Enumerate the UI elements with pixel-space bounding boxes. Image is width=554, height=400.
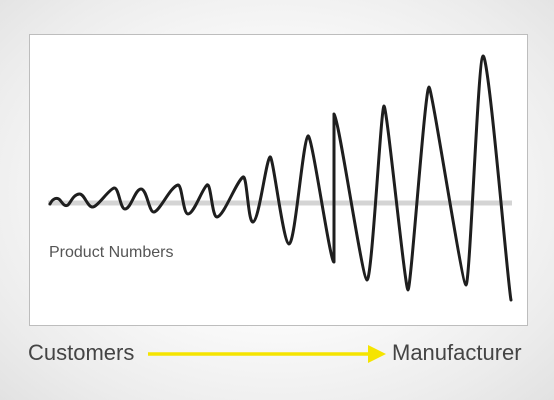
product-numbers-label: Product Numbers	[49, 244, 174, 261]
flow-arrow	[148, 345, 386, 363]
customers-label: Customers	[28, 340, 135, 365]
manufacturer-label: Manufacturer	[392, 340, 522, 365]
arrow-head	[368, 345, 386, 363]
bullwhip-wave	[48, 54, 513, 302]
